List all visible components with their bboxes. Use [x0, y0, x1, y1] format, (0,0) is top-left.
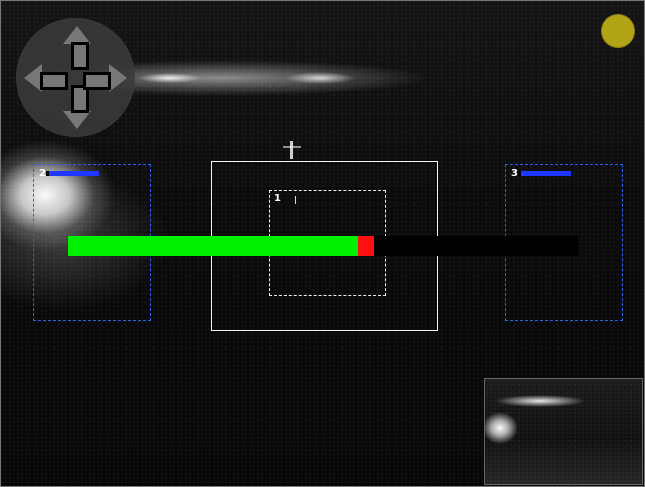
- up-arrow-icon[interactable]: [63, 26, 91, 44]
- left-arrow-icon[interactable]: [24, 64, 42, 92]
- up-arrow-stem[interactable]: [71, 42, 89, 70]
- left-zone-label: 2: [39, 168, 46, 179]
- down-arrow-stem[interactable]: [71, 85, 89, 113]
- center-zone-marker: [295, 196, 296, 204]
- left-zone-indicator: [46, 171, 99, 176]
- right-zone-label: 3: [511, 168, 518, 179]
- down-arrow-icon[interactable]: [63, 111, 91, 129]
- right-arrow-stem[interactable]: [83, 72, 111, 90]
- center-zone-label: 1: [274, 193, 281, 204]
- status-dot-icon: [601, 14, 635, 48]
- background-structure: [283, 141, 301, 159]
- left-arrow-stem[interactable]: [40, 72, 68, 90]
- progress-bar: [68, 236, 578, 256]
- right-arrow-icon[interactable]: [109, 64, 127, 92]
- joystick-control[interactable]: [16, 18, 135, 137]
- right-zone-indicator: [518, 171, 571, 176]
- progress-fill: [68, 236, 358, 256]
- progress-cursor[interactable]: [358, 236, 374, 256]
- preview-thumbnail[interactable]: [484, 378, 643, 485]
